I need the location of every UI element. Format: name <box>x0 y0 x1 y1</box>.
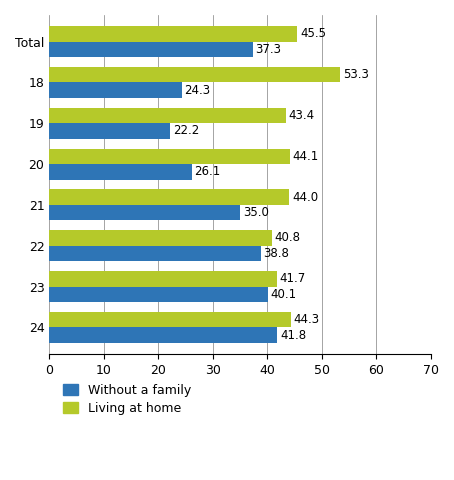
Text: 40.1: 40.1 <box>271 288 297 301</box>
Bar <box>49 123 170 139</box>
Bar <box>49 164 192 180</box>
Bar <box>49 327 277 343</box>
Bar <box>49 42 253 57</box>
Text: 44.0: 44.0 <box>292 191 318 204</box>
Text: 44.1: 44.1 <box>292 150 319 163</box>
Bar <box>49 108 286 123</box>
Text: 43.4: 43.4 <box>289 109 315 122</box>
Text: 37.3: 37.3 <box>256 43 281 56</box>
Bar <box>49 287 268 302</box>
Text: 38.8: 38.8 <box>264 247 290 260</box>
Bar <box>49 67 340 83</box>
Text: 24.3: 24.3 <box>184 84 211 96</box>
Text: 44.3: 44.3 <box>294 313 320 326</box>
Text: 41.8: 41.8 <box>280 329 306 342</box>
Text: 40.8: 40.8 <box>275 231 301 244</box>
Text: 53.3: 53.3 <box>343 68 369 81</box>
Bar <box>49 83 182 98</box>
Bar <box>49 26 297 42</box>
Legend: Without a family, Living at home: Without a family, Living at home <box>63 384 192 415</box>
Bar <box>49 230 272 246</box>
Text: 41.7: 41.7 <box>279 272 306 285</box>
Text: 22.2: 22.2 <box>173 124 199 137</box>
Text: 26.1: 26.1 <box>194 165 221 178</box>
Bar <box>49 189 289 205</box>
Text: 35.0: 35.0 <box>243 206 269 219</box>
Bar <box>49 271 276 287</box>
Bar <box>49 205 240 220</box>
Bar <box>49 312 291 327</box>
Bar <box>49 246 261 261</box>
Bar <box>49 148 290 164</box>
Text: 45.5: 45.5 <box>300 27 326 40</box>
